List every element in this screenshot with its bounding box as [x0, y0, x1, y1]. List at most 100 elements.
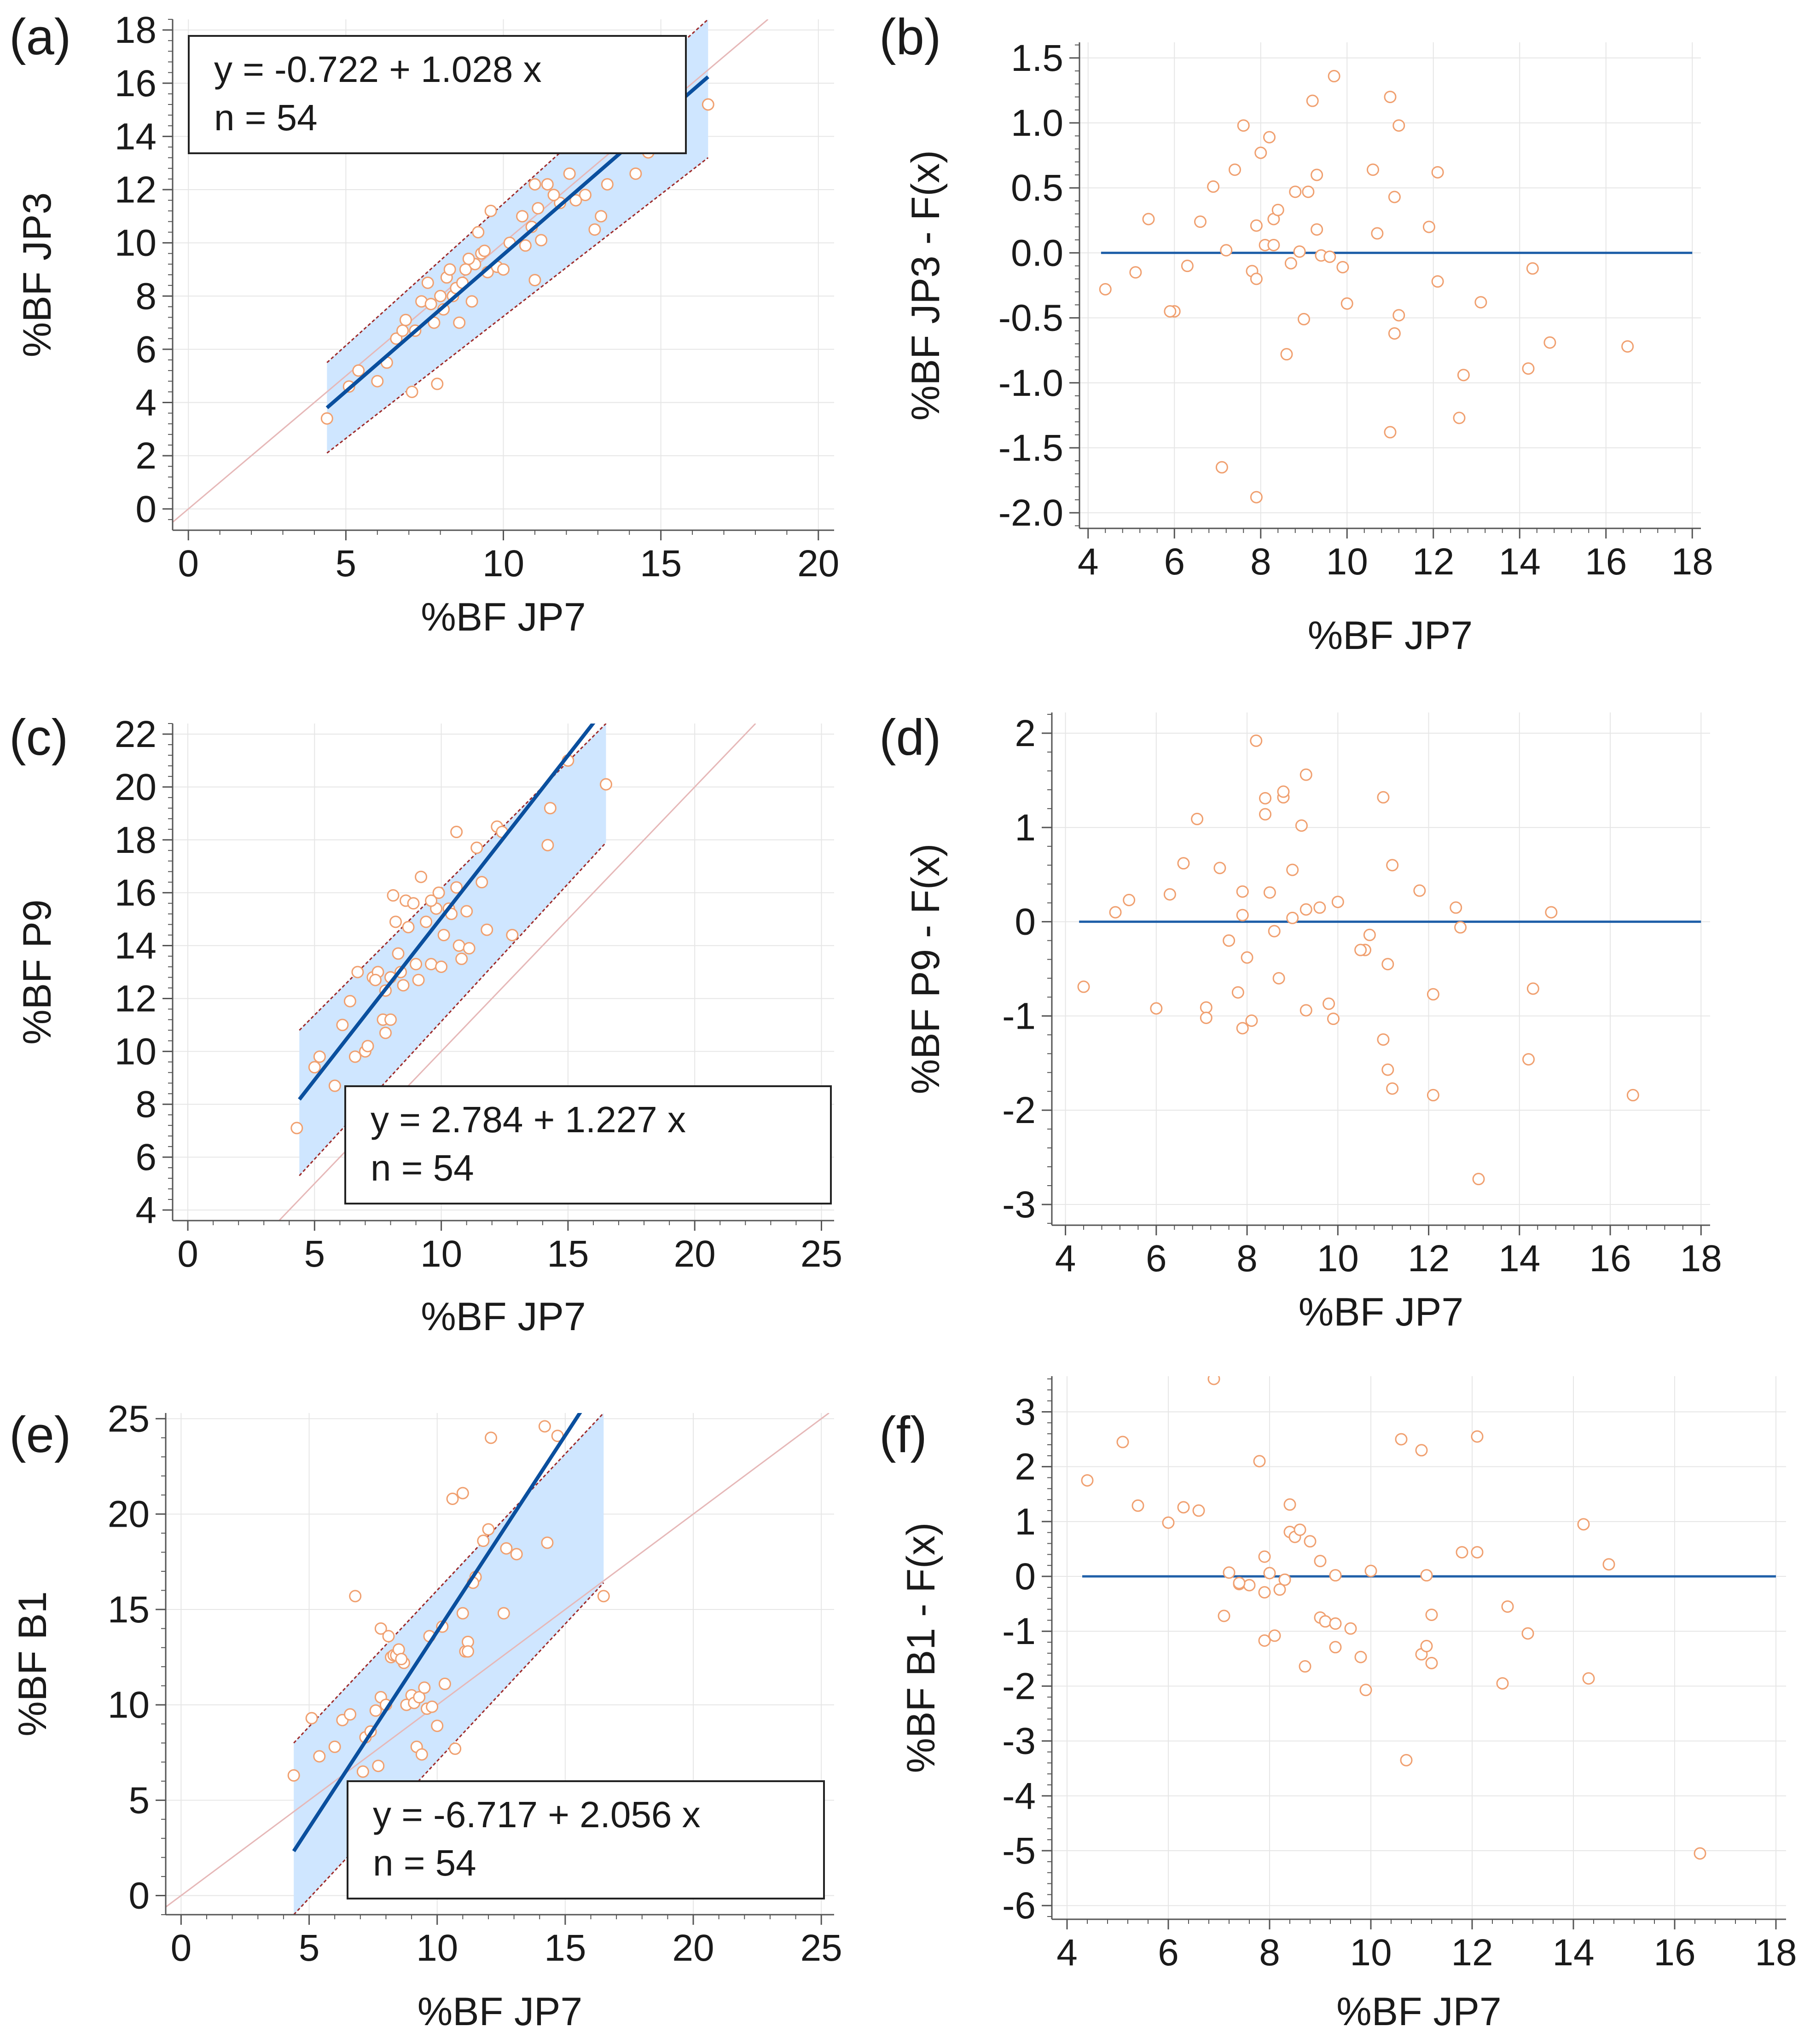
data-point — [497, 1607, 510, 1620]
data-point — [1164, 305, 1177, 318]
data-point — [1386, 1082, 1399, 1095]
x-tick-label: 18 — [1680, 1238, 1722, 1280]
data-point — [406, 385, 418, 398]
data-point — [328, 1079, 341, 1092]
data-point — [1386, 859, 1399, 872]
x-tick-label: 4 — [1056, 1932, 1078, 1974]
data-point — [431, 377, 444, 390]
data-point — [374, 1622, 387, 1635]
data-point — [1621, 340, 1634, 353]
x-tick-label: 15 — [544, 1927, 586, 1969]
data-point — [313, 1050, 326, 1063]
data-point — [1304, 1535, 1317, 1548]
data-point — [369, 1704, 382, 1717]
data-point — [538, 1420, 551, 1433]
y-tick-label: -2 — [1002, 1089, 1036, 1131]
panel-a: 0 5 10 15 20 0 2 4 6 8 10 12 14 16 18 %BF JP7 %BF JP3 (a)… — [9, 9, 839, 639]
x-axis-title: %BF JP7 — [1336, 1990, 1501, 2034]
data-point — [384, 1013, 397, 1026]
data-point — [434, 290, 447, 302]
data-point — [336, 1019, 349, 1031]
prediction-band — [299, 724, 606, 1176]
data-point — [1263, 131, 1276, 144]
data-point — [461, 1645, 474, 1658]
data-point — [456, 1487, 469, 1500]
data-point — [463, 942, 476, 955]
y-tick-label: 10 — [115, 222, 157, 264]
data-point — [1099, 283, 1112, 295]
x-tick-label: 8 — [1236, 1238, 1258, 1280]
data-point — [1456, 1546, 1468, 1559]
plot-area — [1081, 1376, 1776, 1860]
y-tick-label: 18 — [115, 819, 157, 861]
x-axis-title: %BF JP7 — [418, 1990, 582, 2034]
x-tick-label: 6 — [1164, 541, 1185, 583]
data-point — [1116, 1436, 1129, 1448]
x-tick-label: 14 — [1499, 541, 1541, 583]
data-point — [1472, 1173, 1485, 1186]
band-lower-edge — [326, 157, 709, 454]
x-tick-label: 6 — [1158, 1932, 1179, 1974]
data-point — [1431, 275, 1444, 288]
data-point — [595, 210, 608, 223]
data-point — [1694, 1847, 1706, 1860]
data-point — [1258, 1586, 1271, 1599]
y-tick-label: 16 — [115, 872, 157, 914]
y-tick-label: 14 — [115, 925, 157, 967]
regression-equation: y = -6.717 + 2.056 x — [373, 1794, 701, 1835]
y-axis-title: %BF P9 - F(x) — [904, 844, 948, 1094]
y-axis-title: %BF P9 — [15, 899, 59, 1044]
y-tick-label: 22 — [115, 713, 157, 755]
data-point — [1268, 1629, 1281, 1642]
data-point — [1427, 988, 1439, 1001]
x-tick-label: 18 — [1671, 541, 1713, 583]
y-axis-title: %BF JP3 - F(x) — [904, 150, 948, 421]
data-point — [588, 223, 601, 236]
sample-size: n = 54 — [371, 1147, 474, 1188]
data-point — [420, 915, 433, 928]
data-point — [1420, 1639, 1433, 1652]
data-point — [1474, 296, 1487, 309]
y-tick-label: 25 — [108, 1398, 150, 1440]
x-tick-label: 6 — [1146, 1238, 1167, 1280]
data-point — [1367, 163, 1379, 176]
data-point — [413, 1691, 426, 1704]
y-tick-label: -0.5 — [998, 297, 1063, 339]
data-point — [629, 167, 642, 180]
data-point — [1194, 215, 1207, 228]
data-point — [1250, 219, 1263, 232]
y-tick-label: 15 — [108, 1589, 150, 1631]
x-axis-title: %BF JP7 — [1308, 614, 1473, 658]
data-point — [601, 178, 614, 191]
x-tick-label: 12 — [1451, 1932, 1493, 1974]
data-point — [1236, 885, 1249, 898]
regression-equation: y = 2.784 + 1.227 x — [371, 1099, 686, 1140]
data-point — [569, 194, 582, 207]
data-point — [387, 889, 400, 902]
x-tick-label: 5 — [304, 1233, 325, 1275]
data-point — [1254, 146, 1267, 159]
y-tick-label: 2 — [1015, 712, 1036, 754]
data-point — [1354, 1650, 1367, 1663]
y-tick-label: 10 — [115, 1031, 157, 1072]
data-point — [1233, 1576, 1246, 1589]
x-tick-label: 8 — [1250, 541, 1271, 583]
data-point — [472, 226, 485, 238]
data-point — [1286, 863, 1299, 876]
data-point — [510, 1548, 523, 1561]
data-point — [1298, 313, 1310, 325]
data-point — [287, 1769, 300, 1782]
data-point — [1392, 119, 1405, 132]
data-point — [485, 1431, 498, 1444]
data-point — [519, 239, 532, 252]
data-point — [465, 295, 478, 308]
data-point — [382, 1630, 395, 1643]
data-point — [1207, 180, 1220, 193]
data-point — [356, 1765, 369, 1778]
data-point — [1299, 1004, 1312, 1017]
panel-label: (e) — [9, 1407, 71, 1463]
panel-c: 0 5 10 15 20 25 4 6 8 10 12 14 16 18 20 22 %BF JP7 %BF P9… — [9, 709, 842, 1339]
data-point — [1283, 1498, 1296, 1511]
